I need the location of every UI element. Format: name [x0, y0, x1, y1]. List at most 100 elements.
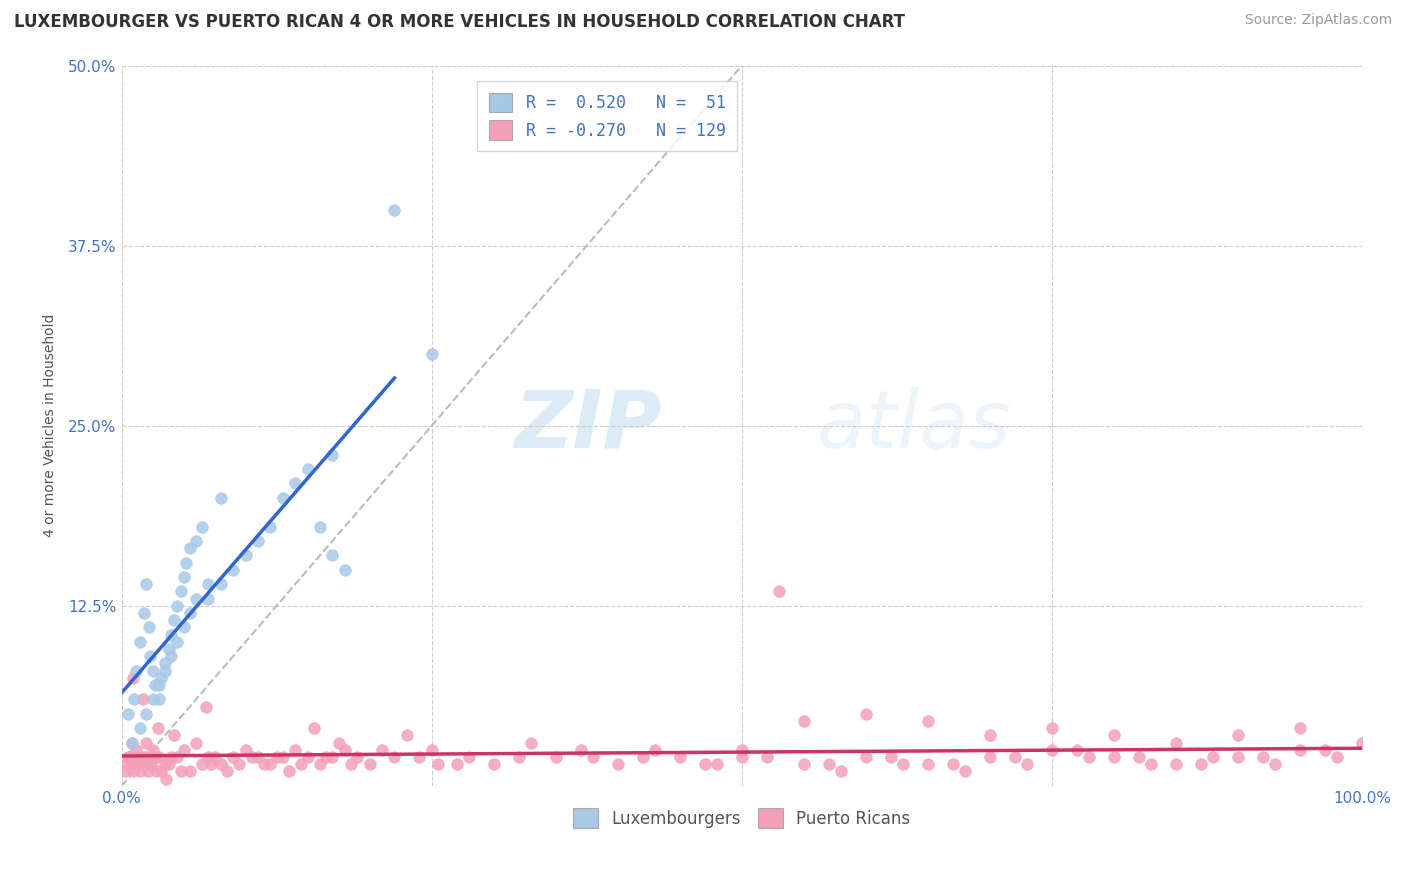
Point — [141, 757, 163, 772]
Y-axis label: 4 or more Vehicles in Household: 4 or more Vehicles in Household — [44, 314, 58, 537]
Legend: Luxembourgers, Puerto Ricans: Luxembourgers, Puerto Ricans — [567, 801, 917, 835]
Point — [163, 613, 186, 627]
Point — [174, 556, 197, 570]
Point — [259, 519, 281, 533]
Point — [891, 757, 914, 772]
Point — [215, 764, 238, 779]
Point — [132, 750, 155, 764]
Point — [131, 757, 153, 772]
Point — [120, 750, 142, 764]
Point — [145, 764, 167, 779]
Point — [384, 750, 406, 764]
Point — [731, 743, 754, 757]
Point — [142, 750, 165, 764]
Point — [1189, 757, 1212, 772]
Point — [1004, 750, 1026, 764]
Point — [278, 764, 301, 779]
Point — [121, 764, 143, 779]
Point — [1313, 743, 1336, 757]
Point — [114, 764, 136, 779]
Point — [135, 577, 157, 591]
Point — [121, 735, 143, 749]
Point — [284, 743, 307, 757]
Point — [247, 533, 270, 548]
Point — [1202, 750, 1225, 764]
Point — [979, 728, 1001, 742]
Point — [321, 448, 343, 462]
Point — [1351, 735, 1374, 749]
Point — [259, 757, 281, 772]
Text: Source: ZipAtlas.com: Source: ZipAtlas.com — [1244, 13, 1392, 28]
Point — [124, 757, 146, 772]
Point — [173, 620, 195, 634]
Point — [1251, 750, 1274, 764]
Point — [160, 627, 183, 641]
Point — [197, 750, 219, 764]
Point — [1140, 757, 1163, 772]
Point — [200, 757, 222, 772]
Point — [209, 757, 232, 772]
Point — [136, 764, 159, 779]
Point — [1226, 750, 1249, 764]
Point — [253, 757, 276, 772]
Point — [693, 757, 716, 772]
Point — [117, 706, 139, 721]
Point — [166, 634, 188, 648]
Point — [155, 772, 177, 786]
Point — [284, 476, 307, 491]
Point — [508, 750, 530, 764]
Text: ZIP: ZIP — [513, 387, 661, 465]
Point — [157, 757, 180, 772]
Point — [979, 750, 1001, 764]
Point — [706, 757, 728, 772]
Point — [321, 750, 343, 764]
Point — [131, 692, 153, 706]
Point — [917, 757, 939, 772]
Point — [122, 757, 145, 772]
Point — [1289, 721, 1312, 735]
Point — [235, 549, 257, 563]
Point — [197, 577, 219, 591]
Point — [768, 584, 790, 599]
Point — [153, 664, 176, 678]
Point — [408, 750, 430, 764]
Point — [290, 757, 312, 772]
Point — [166, 750, 188, 764]
Point — [150, 671, 173, 685]
Point — [170, 584, 193, 599]
Text: LUXEMBOURGER VS PUERTO RICAN 4 OR MORE VEHICLES IN HOUSEHOLD CORRELATION CHART: LUXEMBOURGER VS PUERTO RICAN 4 OR MORE V… — [14, 13, 905, 31]
Point — [157, 642, 180, 657]
Point — [129, 764, 152, 779]
Point — [222, 750, 245, 764]
Point — [117, 750, 139, 764]
Point — [482, 757, 505, 772]
Point — [191, 757, 214, 772]
Point — [134, 750, 156, 764]
Point — [142, 664, 165, 678]
Point — [830, 764, 852, 779]
Point — [359, 757, 381, 772]
Point — [855, 750, 877, 764]
Point — [333, 563, 356, 577]
Point — [1128, 750, 1150, 764]
Point — [426, 757, 449, 772]
Point — [520, 735, 543, 749]
Point — [1102, 750, 1125, 764]
Point — [228, 757, 250, 772]
Point — [879, 750, 901, 764]
Point — [122, 692, 145, 706]
Point — [1226, 728, 1249, 742]
Point — [138, 620, 160, 634]
Point — [793, 714, 815, 728]
Point — [1040, 743, 1063, 757]
Point — [917, 714, 939, 728]
Point — [395, 728, 418, 742]
Point — [1264, 757, 1286, 772]
Point — [179, 541, 201, 555]
Point — [240, 750, 263, 764]
Point — [328, 735, 350, 749]
Point — [121, 735, 143, 749]
Point — [297, 750, 319, 764]
Point — [371, 743, 394, 757]
Point — [118, 750, 141, 764]
